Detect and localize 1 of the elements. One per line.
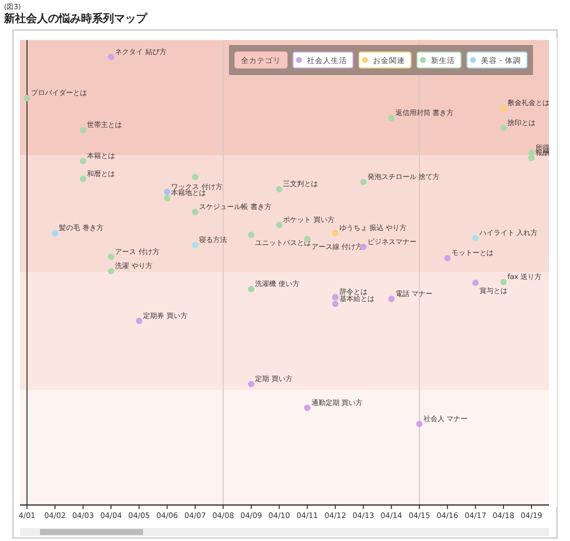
chart-title: 新社会人の悩み時系列マップ <box>3 12 148 25</box>
